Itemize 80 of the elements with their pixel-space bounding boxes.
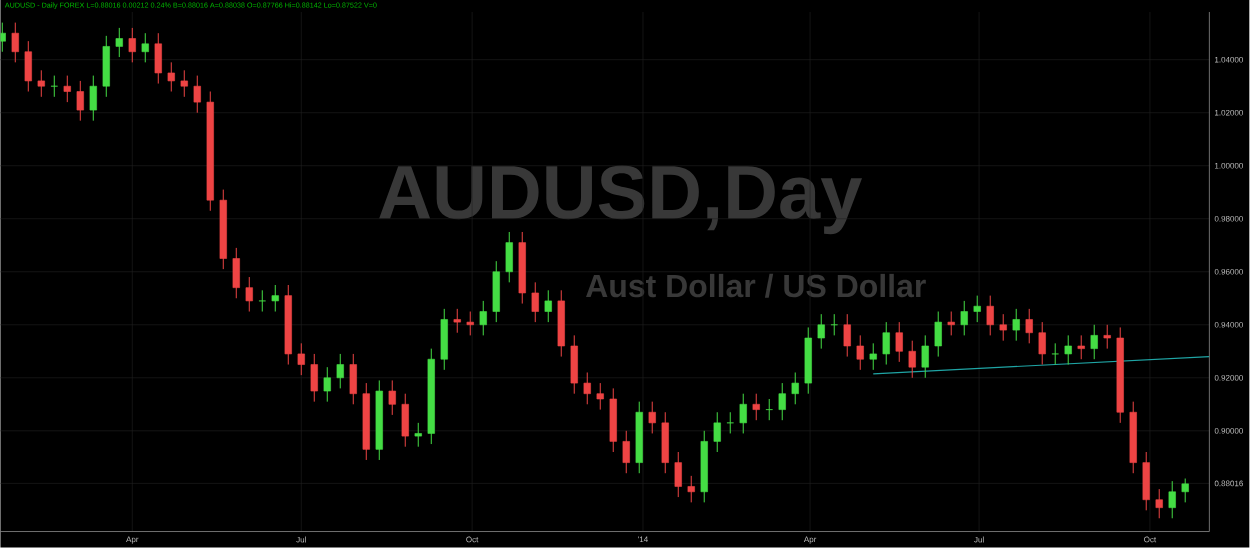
text: AUDUSD,Day <box>379 165 863 235</box>
candlestick <box>674 451 682 498</box>
candlestick <box>349 353 357 405</box>
candlestick <box>713 411 721 453</box>
candlestick <box>1181 477 1189 503</box>
candlestick <box>1064 334 1072 365</box>
candlestick <box>1142 451 1150 511</box>
candlestick <box>258 289 266 312</box>
candlestick <box>817 313 825 349</box>
candlestick <box>999 313 1007 341</box>
candlestick <box>1155 488 1163 519</box>
candlestick <box>63 74 71 103</box>
candlestick <box>882 321 890 365</box>
candlestick <box>648 400 656 434</box>
candlestick <box>24 40 32 92</box>
candlestick <box>37 69 45 98</box>
candlestick <box>102 35 110 98</box>
candlestick <box>843 313 851 357</box>
candlestick <box>661 411 669 474</box>
text: Aust Dollar / US Dollar <box>586 273 926 298</box>
candlestick <box>115 27 123 58</box>
candlestick <box>622 430 630 474</box>
candlestick <box>531 281 539 323</box>
candlestick <box>791 371 799 405</box>
candlestick <box>921 334 929 379</box>
candlestick <box>466 310 474 336</box>
candlestick <box>245 276 253 312</box>
candlestick <box>388 379 396 416</box>
candlestick <box>440 308 448 371</box>
candlestick <box>778 382 786 421</box>
candlestick <box>752 393 760 421</box>
candlestick <box>1168 480 1176 519</box>
candlestick <box>570 334 578 394</box>
candlestick <box>453 308 461 334</box>
candlestick <box>908 339 916 379</box>
candlestick <box>1051 342 1059 365</box>
candlestick <box>193 74 201 114</box>
candlestick <box>986 294 994 336</box>
candlestick <box>76 80 84 121</box>
candlestick <box>180 69 188 98</box>
candlestick <box>414 422 422 448</box>
candlestick <box>1090 324 1098 360</box>
candlestick <box>583 371 591 405</box>
candlestick <box>0 21 6 53</box>
candlestick <box>895 321 903 363</box>
candlestick <box>167 61 175 92</box>
candlestick <box>960 300 968 336</box>
candlestick <box>271 284 279 312</box>
candlestick <box>687 475 695 503</box>
candlestick <box>869 342 877 371</box>
candlestick <box>310 353 318 402</box>
candlestick <box>1103 324 1111 349</box>
candlestick <box>232 247 240 299</box>
candlestick <box>128 27 136 63</box>
candlestick <box>336 353 344 389</box>
candlestick <box>297 342 305 376</box>
candlestick <box>557 289 565 357</box>
candlestick <box>973 294 981 323</box>
candlestick <box>1012 308 1020 341</box>
candlestick <box>1077 334 1085 360</box>
candlestick <box>726 411 734 434</box>
candlestick <box>505 231 513 283</box>
candlestick <box>739 393 747 434</box>
candlestick <box>323 366 331 402</box>
candlestick <box>11 21 19 63</box>
candlestick <box>1025 308 1033 344</box>
candlestick <box>947 310 955 336</box>
candlestick <box>89 74 97 121</box>
candlestick <box>492 260 500 323</box>
candlestick <box>479 300 487 336</box>
candlestick <box>141 32 149 63</box>
candlestick <box>401 393 409 448</box>
candlestick <box>804 326 812 394</box>
candlestick <box>609 387 617 453</box>
candlestick <box>1038 321 1046 365</box>
candlestick <box>154 32 162 84</box>
candlestick <box>934 310 942 357</box>
candlestick <box>856 334 864 371</box>
candlestick <box>596 382 604 410</box>
candlestick <box>544 289 552 323</box>
